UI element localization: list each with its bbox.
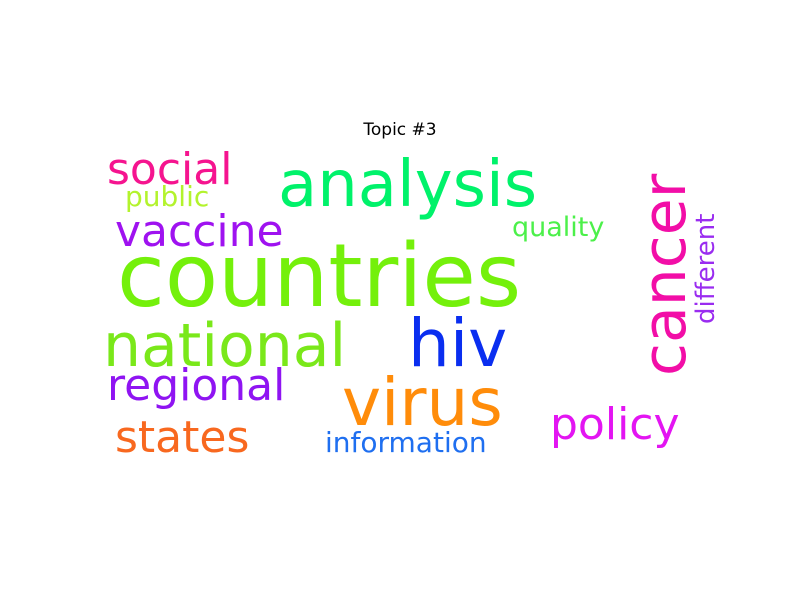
word-national: national: [103, 311, 346, 381]
word-states: states: [115, 412, 249, 463]
word-countries: countries: [117, 225, 521, 327]
word-analysis: analysis: [278, 148, 537, 222]
plot-title: Topic #3: [363, 120, 437, 140]
word-policy: policy: [550, 399, 680, 450]
word-quality: quality: [512, 212, 604, 243]
word-information: information: [325, 426, 487, 459]
word-virus: virus: [342, 364, 503, 441]
word-vaccine: vaccine: [115, 206, 284, 257]
word-social: social: [107, 144, 232, 195]
word-regional: regional: [107, 360, 285, 411]
word-different: different: [691, 214, 720, 324]
word-hiv: hiv: [408, 305, 507, 382]
word-cloud: countries analysis social public vaccine…: [103, 144, 720, 463]
word-public: public: [125, 180, 209, 213]
word-cancer: cancer: [630, 173, 700, 376]
